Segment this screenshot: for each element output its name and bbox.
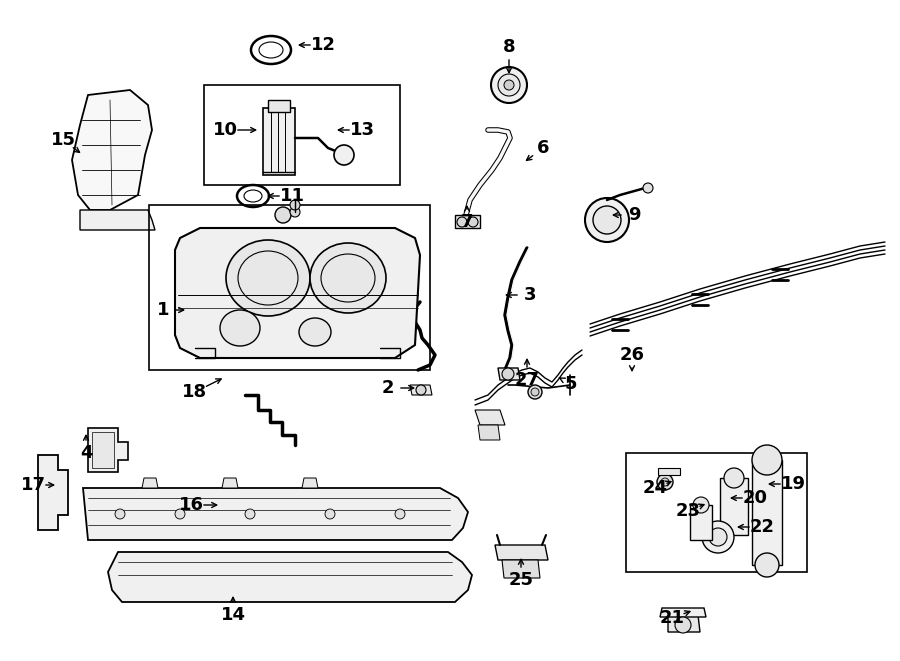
Circle shape (502, 368, 514, 380)
Circle shape (115, 509, 125, 519)
Ellipse shape (220, 310, 260, 346)
Polygon shape (455, 215, 480, 228)
Text: 10: 10 (212, 121, 238, 139)
Polygon shape (88, 428, 128, 472)
Circle shape (468, 217, 478, 227)
Polygon shape (83, 488, 468, 540)
Circle shape (457, 217, 467, 227)
Ellipse shape (226, 240, 310, 316)
Text: 24: 24 (643, 479, 668, 497)
Circle shape (593, 206, 621, 234)
Text: 22: 22 (750, 518, 775, 536)
Text: 19: 19 (780, 475, 806, 493)
Circle shape (416, 385, 426, 395)
Text: 9: 9 (628, 206, 640, 224)
Bar (204, 85, 400, 185)
Text: 4: 4 (80, 444, 92, 462)
Polygon shape (92, 432, 114, 468)
Bar (626, 453, 807, 572)
Text: 13: 13 (349, 121, 374, 139)
Ellipse shape (310, 243, 386, 313)
Circle shape (724, 468, 744, 488)
Circle shape (504, 80, 514, 90)
Circle shape (334, 145, 354, 165)
Polygon shape (142, 478, 158, 488)
Circle shape (657, 474, 673, 490)
Polygon shape (302, 478, 318, 488)
Text: 2: 2 (382, 379, 394, 397)
Circle shape (491, 67, 527, 103)
Text: 16: 16 (178, 496, 203, 514)
Circle shape (275, 207, 291, 223)
Text: 15: 15 (50, 131, 76, 149)
Text: 8: 8 (503, 38, 516, 56)
Circle shape (245, 509, 255, 519)
Polygon shape (502, 560, 540, 578)
Text: 3: 3 (524, 286, 536, 304)
Text: 1: 1 (157, 301, 169, 319)
Text: 26: 26 (619, 346, 644, 364)
Circle shape (693, 497, 709, 513)
Circle shape (290, 200, 300, 210)
Text: 27: 27 (515, 371, 539, 389)
Polygon shape (38, 455, 68, 530)
Circle shape (585, 198, 629, 242)
Text: 23: 23 (676, 502, 700, 520)
Polygon shape (108, 552, 472, 602)
Polygon shape (475, 410, 505, 425)
Circle shape (709, 528, 727, 546)
Text: 12: 12 (310, 36, 336, 54)
Polygon shape (478, 425, 500, 440)
Polygon shape (660, 608, 706, 617)
Polygon shape (752, 460, 782, 565)
Text: 14: 14 (220, 606, 246, 624)
Circle shape (528, 385, 542, 399)
Polygon shape (268, 100, 290, 112)
Polygon shape (263, 108, 295, 175)
Polygon shape (175, 228, 420, 358)
Circle shape (661, 478, 669, 486)
Polygon shape (80, 210, 155, 230)
Polygon shape (690, 505, 712, 540)
Circle shape (531, 388, 539, 396)
Polygon shape (495, 545, 548, 560)
Polygon shape (498, 368, 520, 380)
Circle shape (498, 74, 520, 96)
Text: 18: 18 (183, 383, 208, 401)
Circle shape (395, 509, 405, 519)
Ellipse shape (299, 318, 331, 346)
Circle shape (643, 183, 653, 193)
Text: 11: 11 (280, 187, 304, 205)
Text: 7: 7 (461, 213, 473, 231)
Circle shape (290, 207, 300, 217)
Polygon shape (72, 90, 152, 210)
Text: 20: 20 (742, 489, 768, 507)
Text: 25: 25 (508, 571, 534, 589)
Polygon shape (658, 468, 680, 475)
Polygon shape (222, 478, 238, 488)
Polygon shape (410, 385, 432, 395)
Text: 6: 6 (536, 139, 549, 157)
Circle shape (755, 553, 779, 577)
Polygon shape (720, 478, 748, 535)
Text: 21: 21 (660, 609, 685, 627)
Text: 5: 5 (565, 375, 577, 393)
Circle shape (325, 509, 335, 519)
Circle shape (175, 509, 185, 519)
Text: 17: 17 (21, 476, 46, 494)
Circle shape (702, 521, 734, 553)
Polygon shape (668, 615, 700, 632)
Circle shape (675, 617, 691, 633)
Bar (149, 205, 430, 370)
Circle shape (752, 445, 782, 475)
